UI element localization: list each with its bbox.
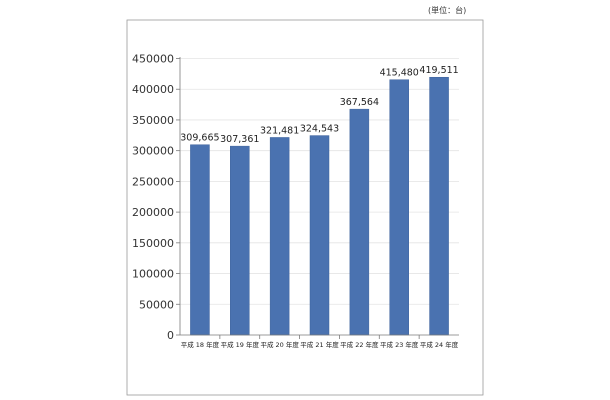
x-category-label: 平成 21 年度 bbox=[300, 340, 339, 349]
x-category-label: 平成 23 年度 bbox=[380, 340, 419, 349]
bar bbox=[269, 137, 290, 336]
bar bbox=[190, 144, 210, 336]
x-category-label: 平成 24 年度 bbox=[420, 340, 459, 349]
y-tick-label: 250000 bbox=[132, 175, 174, 188]
y-tick-label: 0 bbox=[167, 329, 174, 342]
x-category-label: 平成 18 年度 bbox=[181, 340, 220, 349]
data-label: 324,543 bbox=[300, 124, 339, 135]
data-label: 321,481 bbox=[260, 125, 299, 136]
y-tick-label: 300000 bbox=[132, 145, 174, 158]
bars bbox=[190, 76, 449, 336]
bar bbox=[309, 135, 330, 336]
chart-frame bbox=[126, 19, 484, 396]
unit-note: (単位：台) bbox=[428, 6, 467, 15]
y-tick-label: 400000 bbox=[132, 83, 174, 96]
bar bbox=[389, 79, 409, 336]
y-tick-label: 50000 bbox=[139, 298, 174, 311]
data-label: 307,361 bbox=[220, 134, 259, 145]
x-category-label: 平成 22 年度 bbox=[340, 340, 379, 349]
x-axis-categories: 平成 18 年度 平成 19 年度 平成 20 年度 平成 21 年度 平成 22 年度… bbox=[181, 335, 459, 349]
data-label: 367,564 bbox=[340, 97, 379, 108]
bar bbox=[230, 145, 250, 336]
y-tick-label: 200000 bbox=[132, 206, 174, 219]
y-tick-label: 450000 bbox=[132, 53, 174, 66]
y-tick-label: 100000 bbox=[132, 268, 174, 281]
y-tick-label: 350000 bbox=[132, 114, 174, 127]
data-label: 309,665 bbox=[180, 133, 219, 144]
x-category-label: 平成 20 年度 bbox=[260, 340, 299, 349]
data-label: 419,511 bbox=[419, 65, 458, 76]
data-label: 415,480 bbox=[380, 68, 419, 79]
y-axis-ticks: 0 50000 100000 150000 200000 250000 300000 3500… bbox=[132, 53, 180, 342]
y-tick-label: 150000 bbox=[132, 237, 174, 250]
x-category-label: 平成 19 年度 bbox=[221, 340, 260, 349]
bar bbox=[349, 108, 370, 336]
bar bbox=[429, 76, 449, 336]
